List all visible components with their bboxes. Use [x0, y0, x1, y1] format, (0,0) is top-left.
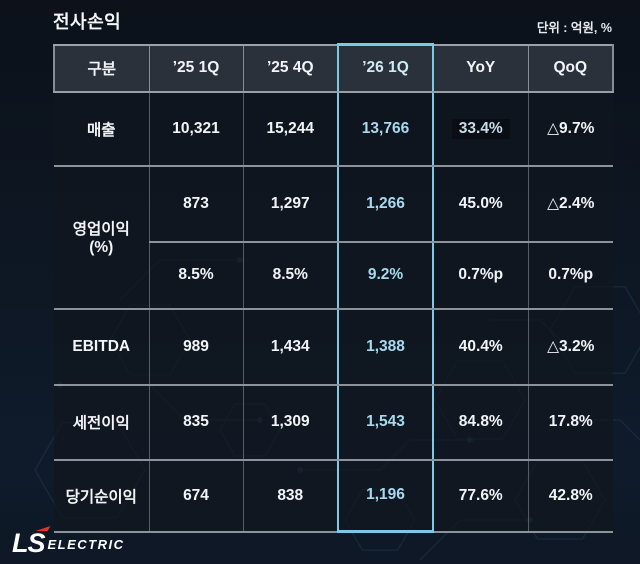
- cell-op-profit-25-4q: 1,297: [242, 165, 339, 243]
- col-header-26-1q-highlighted: ’26 1Q: [337, 43, 434, 93]
- row-label-operating-profit-sub: (%): [89, 239, 114, 256]
- cell-revenue-26-1q: 13,766: [337, 91, 434, 167]
- row-pretax-profit: 세전이익 835 1,309 1,543 84.8% 17.8%: [54, 384, 613, 461]
- cell-revenue-yoy-value: 33.4%: [451, 118, 510, 139]
- col-header-category: 구분: [53, 43, 150, 93]
- row-label-revenue: 매출: [54, 91, 150, 167]
- cell-pretax-26-1q: 1,543: [337, 384, 434, 461]
- row-label-operating-profit-main: 영업이익: [72, 221, 130, 238]
- cell-ebitda-yoy: 40.4%: [432, 308, 529, 386]
- cell-net-profit-26-1q: 1,196: [337, 459, 434, 533]
- cell-op-margin-26-1q: 9.2%: [337, 241, 434, 310]
- cell-op-profit-qoq: △2.4%: [527, 165, 613, 243]
- cell-op-profit-25-1q: 873: [148, 165, 244, 243]
- logo-red-swoosh-icon: [35, 526, 50, 531]
- cell-revenue-qoq: △9.7%: [527, 91, 613, 167]
- cell-pretax-25-1q: 835: [148, 384, 244, 461]
- row-ebitda: EBITDA 989 1,434 1,388 40.4% △3.2%: [54, 308, 613, 386]
- row-revenue: 매출 10,321 15,244 13,766 33.4% △9.7%: [54, 91, 613, 167]
- cell-net-profit-yoy: 77.6%: [432, 459, 529, 533]
- logo-ls-text: LS: [12, 526, 50, 559]
- logo-electric-text: ELECTRIC: [47, 537, 125, 552]
- unit-note: 단위 : 억원, %: [536, 21, 612, 35]
- row-label-operating-profit: 영업이익 (%): [54, 165, 150, 310]
- cell-revenue-25-4q: 15,244: [242, 91, 339, 167]
- cell-net-profit-25-1q: 674: [148, 459, 244, 533]
- cell-revenue-yoy: 33.4%: [432, 91, 529, 167]
- cell-ebitda-25-1q: 989: [148, 308, 244, 386]
- col-header-25-1q: ’25 1Q: [148, 43, 244, 93]
- cell-pretax-qoq: 17.8%: [527, 384, 613, 461]
- row-operating-profit: 영업이익 (%) 873 1,297 1,266 45.0% △2.4%: [54, 165, 613, 310]
- cell-ebitda-26-1q: 1,388: [337, 308, 434, 386]
- cell-op-margin-qoq: 0.7%p: [527, 241, 613, 310]
- cell-op-margin-25-4q: 8.5%: [242, 241, 339, 310]
- cell-net-profit-qoq: 42.8%: [527, 459, 613, 533]
- col-header-qoq: QoQ: [527, 43, 614, 93]
- cell-op-profit-yoy: 45.0%: [432, 165, 529, 243]
- cell-op-margin-yoy: 0.7%p: [432, 241, 529, 310]
- row-label-net-profit: 당기순이익: [54, 459, 150, 533]
- cell-ebitda-qoq: △3.2%: [527, 308, 613, 386]
- row-operating-margin: 8.5% 8.5% 9.2% 0.7%p 0.7%p: [54, 241, 613, 310]
- cell-pretax-25-4q: 1,309: [242, 384, 339, 461]
- row-label-pretax-profit: 세전이익: [54, 384, 150, 461]
- pl-table: 구분 ’25 1Q ’25 4Q ’26 1Q YoY QoQ 매출 10,32…: [53, 43, 614, 533]
- col-header-25-4q: ’25 4Q: [242, 43, 339, 93]
- header-row: 구분 ’25 1Q ’25 4Q ’26 1Q YoY QoQ: [53, 43, 614, 93]
- col-header-yoy: YoY: [432, 43, 529, 93]
- cell-op-margin-25-1q: 8.5%: [149, 241, 244, 310]
- cell-revenue-25-1q: 10,321: [148, 91, 244, 167]
- row-label-ebitda: EBITDA: [54, 308, 150, 386]
- cell-op-profit-26-1q: 1,266: [337, 165, 434, 243]
- cell-net-profit-25-4q: 838: [242, 459, 339, 533]
- page-title: 전사손익: [53, 12, 122, 32]
- cell-ebitda-25-4q: 1,434: [242, 308, 339, 386]
- row-net-profit: 당기순이익 674 838 1,196 77.6% 42.8%: [54, 459, 613, 533]
- ls-electric-logo: LS ELECTRIC: [12, 526, 125, 559]
- cell-pretax-yoy: 84.8%: [432, 384, 529, 461]
